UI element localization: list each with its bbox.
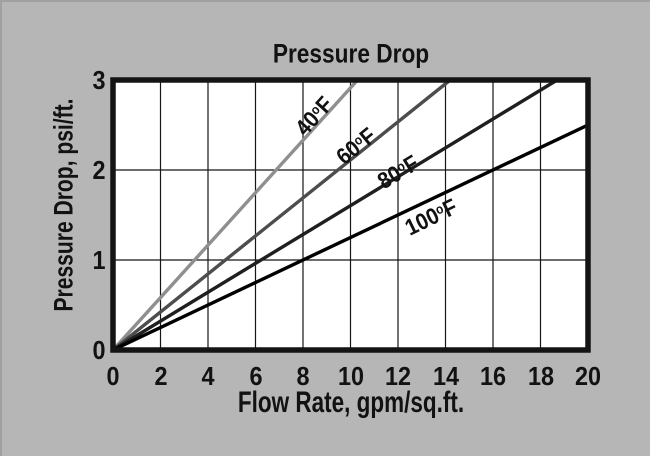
y-tick-label-3: 3 bbox=[92, 65, 106, 95]
x-tick-label-16: 16 bbox=[479, 361, 507, 391]
x-tick-label-6: 6 bbox=[248, 361, 263, 391]
series-line-60°F bbox=[111, 78, 452, 352]
x-tick-label-10: 10 bbox=[337, 361, 364, 391]
x-axis-title: Flow Rate, gpm/sq.ft. bbox=[237, 386, 465, 419]
series-line-100°F bbox=[112, 123, 589, 352]
plot-border bbox=[110, 77, 591, 353]
x-tick-label-20: 20 bbox=[574, 361, 602, 391]
x-tick-label-4: 4 bbox=[201, 361, 215, 391]
series-line-80°F bbox=[112, 78, 559, 352]
y-tick-label-1: 1 bbox=[92, 245, 106, 275]
x-tick-label-0: 0 bbox=[106, 361, 120, 391]
x-tick-label-14: 14 bbox=[432, 361, 459, 391]
x-tick-label-12: 12 bbox=[384, 361, 412, 391]
x-tick-label-18: 18 bbox=[527, 361, 554, 391]
x-tick-label-2: 2 bbox=[153, 361, 168, 391]
y-tick-label-0: 0 bbox=[92, 335, 106, 365]
y-tick-label-2: 2 bbox=[92, 155, 106, 185]
y-axis-title: Pressure Drop, psi/ft. bbox=[48, 98, 79, 312]
series-line-40°F bbox=[111, 78, 359, 352]
chart-title: Pressure Drop bbox=[272, 38, 430, 69]
x-tick-label-8: 8 bbox=[296, 361, 310, 391]
